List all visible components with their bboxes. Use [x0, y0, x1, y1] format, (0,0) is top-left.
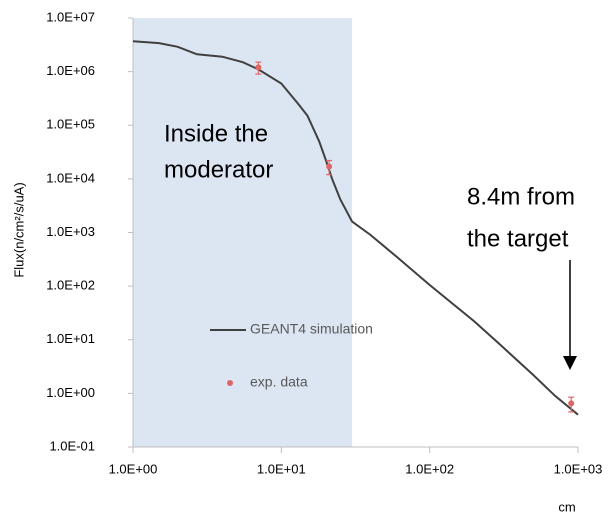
arrow-head — [563, 356, 577, 370]
x-tick-label: 1.0E+00 — [109, 461, 158, 476]
data-point — [255, 64, 262, 71]
line-series — [132, 40, 579, 416]
y-tick-label: 1.0E+03 — [46, 224, 95, 239]
x-tick-label: 1.0E+02 — [405, 461, 454, 476]
y-tick-label: 1.0E+01 — [46, 331, 95, 346]
annotation: moderator — [164, 156, 273, 183]
y-tick-label: 1.0E+07 — [46, 9, 95, 24]
x-tick-label: 1.0E+03 — [554, 461, 603, 476]
shaded-region — [133, 18, 353, 447]
legend-swatch — [227, 380, 233, 386]
x-tick-label: 1.0E+01 — [257, 461, 306, 476]
y-tick-label: 1.0E+04 — [46, 170, 95, 185]
annotation: 8.4m from — [467, 183, 575, 210]
annotation: the target — [467, 225, 569, 252]
data-point — [568, 400, 575, 407]
y-tick-label: 1.0E+02 — [46, 278, 95, 293]
y-tick-label: 1.0E-01 — [49, 438, 95, 453]
data-point — [326, 163, 333, 170]
y-tick-label: 1.0E+06 — [46, 63, 95, 78]
annotation: Inside the — [164, 120, 268, 147]
y-axis-label: Flux(n/cm²/s/uA) — [11, 182, 26, 277]
legend-label: exp. data — [250, 374, 308, 390]
y-tick-label: 1.0E+05 — [46, 117, 95, 132]
y-tick-label: 1.0E+00 — [46, 385, 95, 400]
x-axis-label: cm — [558, 499, 575, 514]
legend-label: GEANT4 simulation — [250, 321, 373, 337]
